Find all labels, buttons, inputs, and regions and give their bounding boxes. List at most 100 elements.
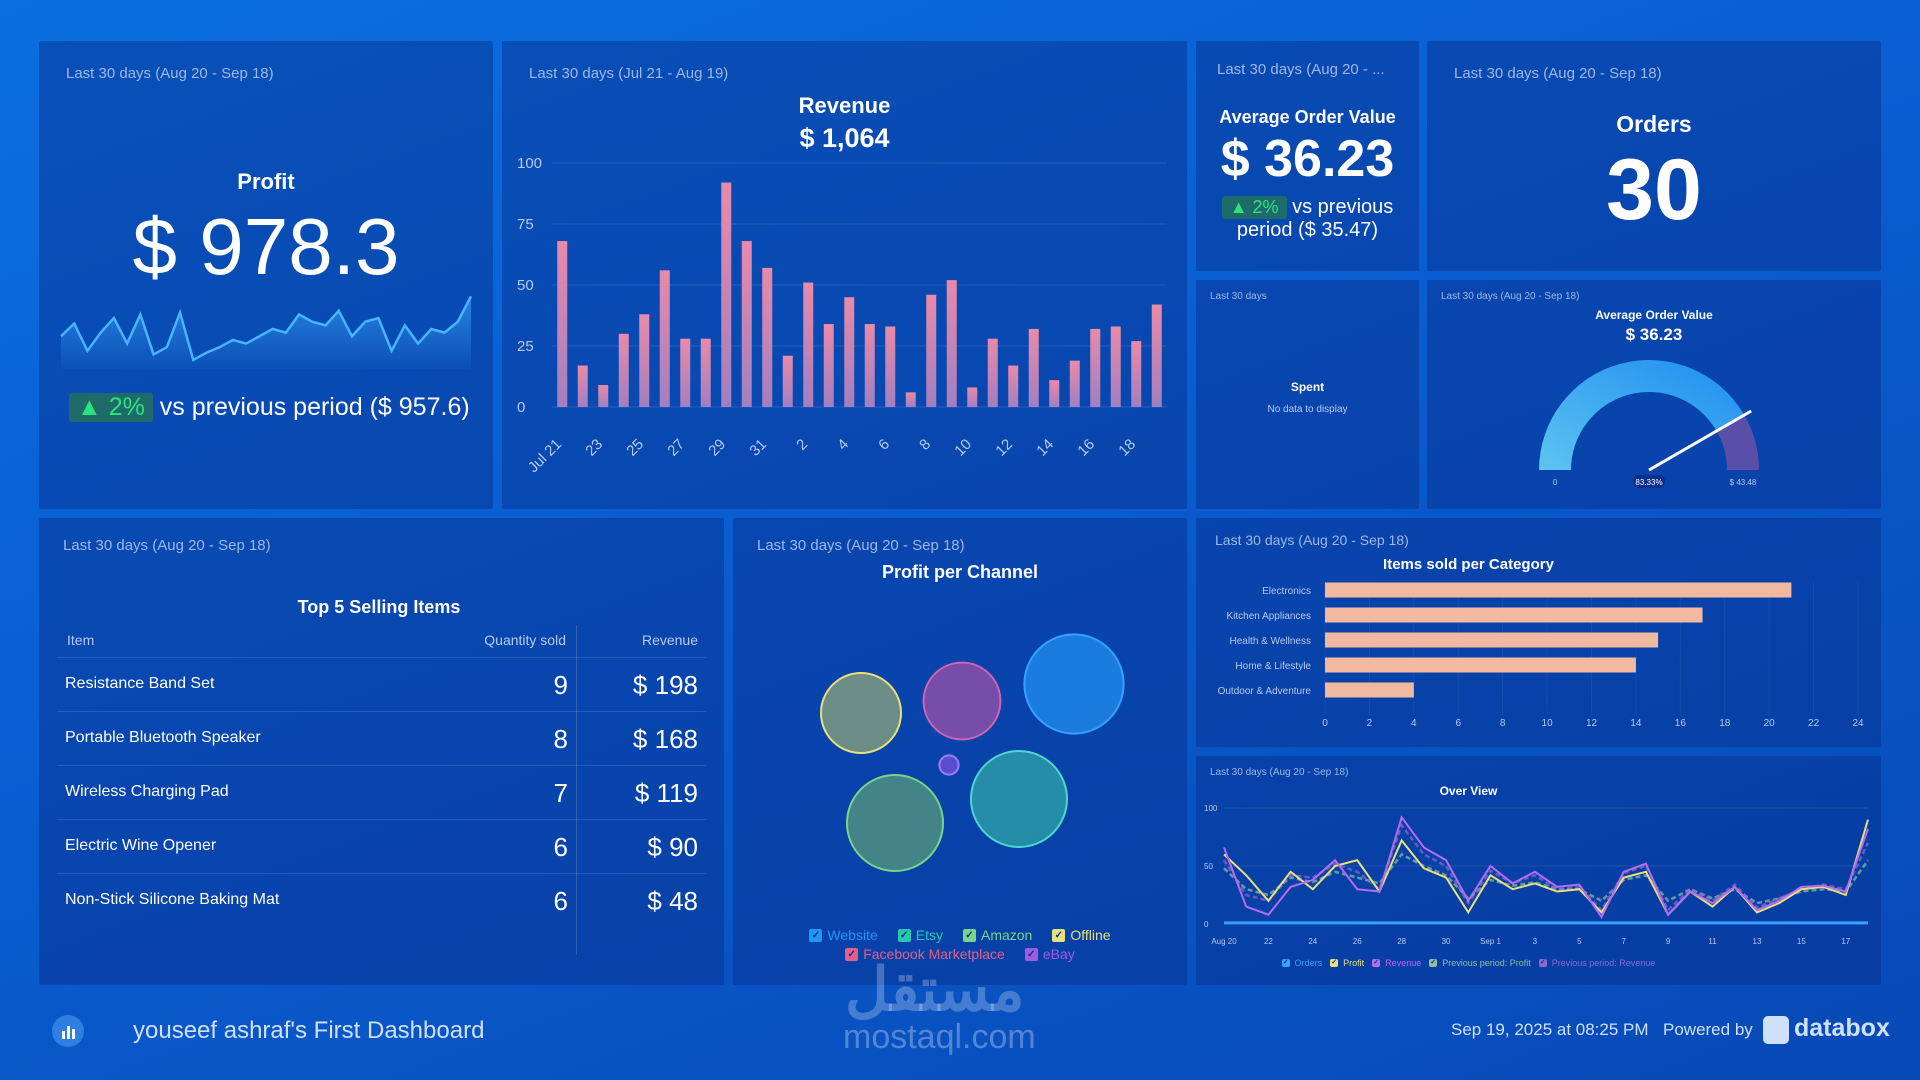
gauge-min-label: 0 — [1553, 478, 1558, 487]
profit-title: Profit — [237, 169, 295, 194]
checkbox-icon[interactable]: ✓ — [1052, 929, 1066, 942]
bubble-facebook-marketplace — [922, 661, 1002, 741]
legend-label: Previous period: Profit — [1442, 958, 1531, 968]
revenue-period: Last 30 days (Jul 21 - Aug 19) — [529, 65, 729, 82]
gauge-title: Average Order Value — [1595, 308, 1713, 322]
y-tick-label: 0 — [1204, 920, 1209, 929]
legend-label: Orders — [1294, 958, 1323, 968]
orders-title: Orders — [1616, 111, 1692, 137]
revenue-bar — [782, 355, 793, 407]
x-tick-label: 31 — [746, 436, 770, 460]
bubble-offline — [820, 672, 902, 754]
revenue-bar — [598, 385, 609, 407]
category-bar — [1325, 632, 1659, 648]
gauge-value: $ 36.23 — [1625, 325, 1683, 344]
checkbox-icon[interactable]: ✓ — [962, 929, 976, 942]
aov-card: Last 30 days (Aug 20 - ... Average Order… — [1196, 41, 1419, 271]
gauge-remaining — [1716, 414, 1759, 470]
category-label: Outdoor & Adventure — [1218, 686, 1312, 697]
row-revenue: $ 90 — [647, 832, 698, 862]
category-bar — [1325, 682, 1414, 698]
x-tick-label: 8 — [1500, 718, 1506, 729]
orders-period: Last 30 days (Aug 20 - Sep 18) — [1454, 65, 1662, 82]
revenue-bar — [1090, 328, 1101, 407]
legend-item[interactable]: ✓ Facebook Marketplace — [845, 946, 1005, 963]
x-tick-label: 12 — [1586, 718, 1598, 729]
databox-logo-icon — [52, 1015, 84, 1047]
checkbox-icon[interactable]: ✓ — [845, 948, 859, 961]
revenue-bar — [823, 324, 834, 407]
x-tick-label: 22 — [1808, 718, 1820, 729]
legend-item[interactable]: ✓ Etsy — [897, 927, 943, 944]
legend-item[interactable]: ✓ Orders — [1281, 958, 1323, 968]
legend-item[interactable]: ✓ Offline — [1052, 927, 1111, 944]
x-tick-label: 22 — [1264, 937, 1273, 946]
x-tick-label: 13 — [1753, 937, 1762, 946]
series-line — [1223, 819, 1869, 917]
aov-value: $ 36.23 — [1220, 130, 1395, 188]
legend-item[interactable]: ✓ Website — [809, 927, 878, 944]
revenue-bar — [1028, 328, 1039, 407]
legend-label: eBay — [1042, 946, 1075, 962]
x-tick-label: 29 — [705, 436, 729, 460]
y-tick-label: 50 — [1204, 862, 1213, 871]
gauge-fill — [1539, 360, 1745, 470]
bubble-amazon — [846, 774, 944, 872]
legend-item[interactable]: ✓ Profit — [1330, 958, 1364, 968]
legend-label: Amazon — [980, 927, 1033, 943]
checkbox-icon[interactable]: ✓ — [1538, 959, 1547, 967]
row-revenue: $ 168 — [632, 724, 698, 754]
checkbox-icon[interactable]: ✓ — [1372, 959, 1381, 967]
checkbox-icon[interactable]: ✓ — [809, 929, 823, 942]
row-item: Wireless Charging Pad — [65, 783, 229, 800]
row-item: Electric Wine Opener — [65, 837, 217, 854]
gauge-chart: 0 $ 43.48 83.33% — [1539, 360, 1759, 488]
revenue-bar — [741, 241, 752, 407]
y-tick-label: 100 — [1204, 804, 1218, 813]
revenue-bar-chart: 0 25 50 75 100 Jul 21 23 25 27 29 31 2 4 6 8 10 12 14 16 18 — [517, 155, 1167, 476]
column-divider — [576, 625, 577, 955]
x-tick-label: 20 — [1764, 718, 1776, 729]
orders-value: 30 — [1606, 142, 1702, 238]
row-qty: 6 — [553, 886, 568, 916]
legend-item[interactable]: ✓ eBay — [1024, 946, 1075, 963]
row-item: Portable Bluetooth Speaker — [65, 729, 261, 746]
category-label: Kitchen Appliances — [1226, 611, 1311, 622]
checkbox-icon[interactable]: ✓ — [1281, 959, 1290, 967]
row-item: Non-Stick Silicone Baking Mat — [65, 891, 280, 908]
category-period: Last 30 days (Aug 20 - Sep 18) — [1215, 532, 1409, 548]
checkbox-icon[interactable]: ✓ — [897, 929, 911, 942]
revenue-bar — [618, 333, 629, 407]
y-tick-label: 50 — [517, 277, 534, 294]
category-bar — [1325, 657, 1636, 673]
overview-period: Last 30 days (Aug 20 - Sep 18) — [1210, 767, 1349, 778]
checkbox-icon[interactable]: ✓ — [1330, 959, 1339, 967]
top-items-card: Last 30 days (Aug 20 - Sep 18) Top 5 Sel… — [39, 518, 724, 985]
legend-item[interactable]: ✓ Amazon — [962, 927, 1033, 944]
x-tick-label: 18 — [1115, 436, 1139, 460]
databox-brand-icon[interactable] — [1763, 1016, 1789, 1044]
databox-brand[interactable]: databox — [1794, 1014, 1890, 1042]
top-items-title: Top 5 Selling Items — [297, 597, 461, 617]
x-tick-label: 6 — [875, 436, 893, 454]
series-line — [1223, 852, 1870, 905]
legend-item[interactable]: ✓ Previous period: Profit — [1429, 958, 1531, 968]
legend-item[interactable]: ✓ Revenue — [1372, 958, 1421, 968]
checkbox-icon[interactable]: ✓ — [1024, 948, 1038, 961]
watermark-arabic: مستقل — [845, 956, 1025, 1023]
revenue-title: Revenue — [798, 93, 891, 118]
gauge-max-label: $ 43.48 — [1730, 478, 1757, 487]
x-tick-label: 24 — [1852, 718, 1864, 729]
x-tick-label: 10 — [1542, 718, 1554, 729]
legend-item[interactable]: ✓ Previous period: Revenue — [1538, 958, 1655, 968]
legend-label: Facebook Marketplace — [863, 946, 1005, 962]
revenue-bar — [762, 267, 773, 407]
checkbox-icon[interactable]: ✓ — [1429, 959, 1438, 967]
revenue-bar — [967, 387, 978, 407]
dashboard-name[interactable]: youseef ashraf's First Dashboard — [133, 1017, 485, 1044]
aov-change-badge: ▲ 2% — [1221, 196, 1287, 219]
revenue-bar — [844, 297, 855, 407]
row-qty: 8 — [553, 724, 568, 754]
revenue-bar — [926, 294, 937, 407]
gauge-period: Last 30 days (Aug 20 - Sep 18) — [1441, 291, 1580, 302]
